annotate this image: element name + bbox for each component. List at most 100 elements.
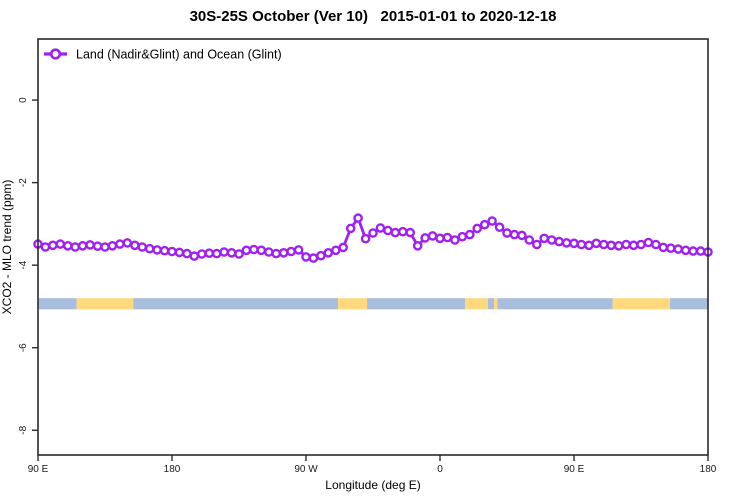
x-tick-label: 0 (437, 464, 443, 475)
data-point (502, 228, 512, 238)
data-point (621, 239, 631, 250)
band-segment-land (494, 298, 498, 310)
data-point (532, 239, 542, 250)
x-axis-label: Longitude (deg E) (325, 478, 420, 492)
data-point (323, 247, 334, 258)
data-point (464, 229, 475, 240)
band-segment-land (465, 298, 488, 310)
data-point (137, 242, 147, 252)
data-point (219, 247, 229, 257)
data-point (345, 223, 356, 234)
data-point (390, 227, 401, 238)
band-segment-land (612, 298, 671, 310)
band-segment-ocean (487, 298, 495, 310)
data-point (412, 240, 423, 251)
data-point (673, 244, 684, 254)
data-point (263, 247, 274, 257)
y-tick-label: -6 (18, 343, 29, 352)
data-point (494, 222, 505, 232)
data-point (92, 241, 103, 251)
data-point (159, 245, 170, 256)
data-point (63, 240, 73, 251)
data-point (368, 228, 378, 238)
x-tick-label: 180 (164, 464, 181, 475)
data-point (70, 242, 80, 252)
band-segment-land (76, 298, 134, 310)
data-point (479, 219, 490, 230)
data-point (651, 239, 661, 250)
band-segment-ocean (497, 298, 613, 310)
data-point (189, 251, 200, 261)
data-point (100, 242, 110, 252)
data-point (316, 250, 326, 261)
data-point (338, 242, 349, 253)
data-point (308, 253, 319, 263)
data-point (40, 242, 51, 252)
data-point (628, 240, 639, 251)
data-point (695, 246, 706, 256)
data-point (554, 236, 564, 247)
legend-label: Land (Nadir&Glint) and Ocean (Glint) (76, 48, 282, 62)
band-segment-ocean (133, 298, 339, 310)
data-point (420, 233, 430, 243)
data-point (144, 243, 155, 254)
data-point (211, 248, 222, 259)
data-point (256, 245, 267, 256)
data-point (353, 213, 363, 223)
data-point (204, 248, 214, 258)
data-point (606, 240, 617, 251)
data-point (576, 239, 587, 250)
data-point (658, 242, 669, 253)
y-axis-label: XCO2 - MLO trend (ppm) (0, 180, 14, 315)
data-point (666, 243, 676, 253)
data-point (599, 239, 609, 250)
data-series (33, 213, 713, 263)
data-point (85, 240, 95, 250)
y-tick-label: -2 (18, 178, 29, 187)
band-segment-ocean (367, 298, 466, 310)
x-axis-ticks: 90 E 180 90 W 0 90 E 180 (28, 455, 717, 475)
data-point (152, 245, 162, 255)
data-point (301, 252, 311, 262)
y-tick-label: 0 (18, 97, 29, 103)
data-point (174, 247, 185, 258)
data-point (383, 225, 393, 236)
data-point (524, 235, 535, 245)
data-point (196, 249, 207, 259)
data-point (569, 238, 579, 249)
x-tick-label: 90 E (564, 464, 585, 475)
y-tick-label: -8 (18, 425, 29, 434)
data-point (487, 216, 497, 226)
data-point (249, 244, 259, 255)
data-point (129, 240, 140, 251)
data-point (375, 223, 386, 233)
data-point (293, 245, 304, 255)
data-point (680, 245, 691, 256)
chart-title: 30S-25S October (Ver 10) 2015-01-01 to 2… (190, 8, 557, 25)
data-point (234, 249, 244, 259)
data-point (427, 231, 438, 241)
data-point (435, 233, 445, 244)
data-point (182, 248, 192, 259)
data-point (360, 233, 371, 244)
data-point (591, 238, 602, 249)
data-point (472, 223, 483, 234)
data-point (241, 245, 252, 256)
data-point (271, 248, 282, 259)
data-point (77, 240, 88, 251)
data-point (457, 231, 468, 242)
plot-frame (37, 38, 709, 456)
data-point (450, 235, 460, 245)
band-segment-ocean (670, 298, 708, 310)
y-tick-label: -4 (18, 260, 29, 269)
y-axis-ticks: 0 -2 -4 -6 -8 (18, 97, 38, 435)
data-point (442, 232, 453, 243)
data-point (643, 237, 654, 248)
data-point (517, 230, 527, 241)
x-tick-label: 90 E (28, 464, 49, 475)
band-segment-ocean (38, 298, 77, 310)
data-point (539, 233, 550, 244)
data-point (286, 246, 296, 257)
data-point (688, 246, 698, 256)
